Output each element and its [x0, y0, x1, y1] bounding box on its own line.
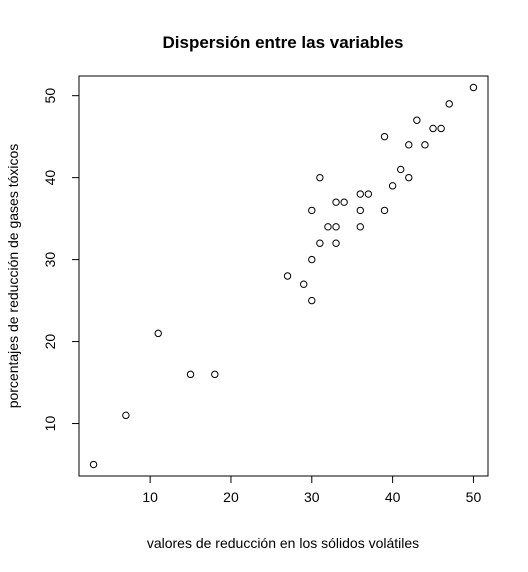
data-point	[445, 100, 453, 108]
data-point	[122, 411, 130, 420]
data-point	[154, 329, 162, 338]
data-point	[421, 141, 429, 149]
y-axis-label: porcentajes de reducción de gases tóxico…	[5, 144, 21, 409]
data-points	[89, 83, 478, 469]
data-point	[437, 124, 445, 133]
y-tick-label: 40	[42, 170, 58, 186]
data-point	[283, 272, 292, 280]
data-point	[332, 239, 340, 247]
data-point	[380, 206, 389, 215]
data-point	[340, 198, 348, 206]
y-tick-label: 10	[42, 416, 58, 432]
data-point	[388, 182, 397, 190]
data-point	[308, 296, 316, 305]
data-point	[356, 190, 364, 198]
data-point	[186, 370, 195, 379]
data-point	[413, 116, 421, 124]
y-tick-label: 20	[42, 334, 58, 350]
y-axis: 10 20 30 40 50	[42, 88, 80, 432]
data-point	[397, 165, 405, 174]
data-point	[89, 460, 98, 469]
data-point	[300, 280, 308, 288]
data-point	[356, 223, 364, 231]
data-point	[316, 239, 324, 247]
x-tick-label: 10	[142, 489, 158, 505]
data-point	[316, 173, 324, 182]
data-point	[332, 198, 340, 206]
data-point	[356, 206, 364, 215]
chart-title: Dispersión entre las variables	[163, 33, 404, 52]
data-point	[380, 132, 389, 141]
x-tick-label: 20	[223, 489, 239, 505]
y-tick-label: 50	[42, 88, 58, 104]
data-point	[308, 255, 316, 264]
data-point	[429, 124, 437, 133]
data-point	[405, 173, 413, 182]
data-point	[332, 223, 340, 231]
data-point	[405, 141, 413, 149]
y-tick-label: 30	[42, 252, 58, 268]
x-tick-label: 30	[304, 489, 320, 505]
x-tick-label: 40	[385, 489, 401, 505]
data-point	[364, 190, 373, 198]
data-point	[211, 370, 219, 379]
data-point	[324, 223, 332, 231]
data-point	[469, 83, 478, 92]
x-tick-label: 50	[466, 489, 482, 505]
x-axis: 10 20 30 40 50	[142, 475, 482, 505]
data-point	[308, 206, 316, 215]
x-axis-label: valores de reducción en los sólidos volá…	[147, 535, 419, 551]
